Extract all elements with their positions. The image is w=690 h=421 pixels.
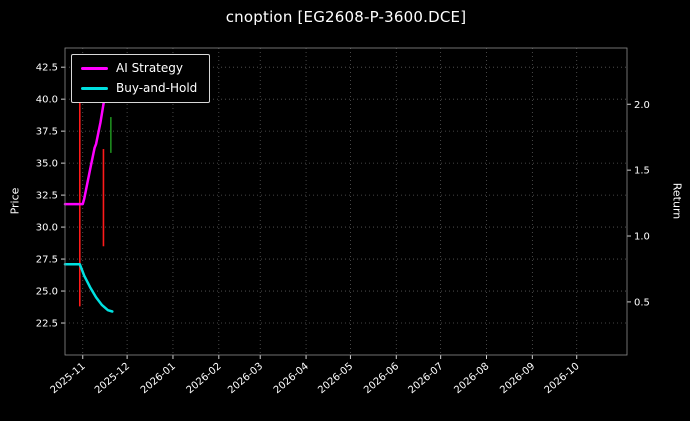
y-right-tick-label: 2.0 — [634, 100, 650, 111]
legend: AI Strategy Buy-and-Hold — [71, 54, 211, 103]
x-tick-label: 2026-01 — [139, 361, 178, 396]
y-left-tick-label: 42.5 — [36, 63, 58, 74]
x-tick-label: 2026-03 — [226, 361, 265, 396]
y-left-tick-label: 27.5 — [36, 255, 58, 266]
x-tick-label: 2026-09 — [498, 361, 537, 396]
legend-label: Buy-and-Hold — [116, 81, 198, 95]
legend-label: AI Strategy — [116, 61, 183, 75]
y-left-tick-label: 25.0 — [36, 287, 58, 298]
legend-item-ai-strategy: AI Strategy — [81, 61, 197, 75]
x-tick-label: 2026-05 — [316, 361, 355, 396]
x-tick-label: 2025-12 — [93, 361, 132, 396]
x-tick-label: 2025-11 — [49, 361, 88, 396]
y-left-tick-label: 37.5 — [36, 127, 58, 138]
series-line-0 — [63, 94, 107, 206]
x-tick-label: 2026-10 — [543, 361, 582, 396]
y-left-tick-label: 35.0 — [36, 159, 58, 170]
legend-item-buy-and-hold: Buy-and-Hold — [81, 81, 197, 95]
y-left-tick-label: 30.0 — [36, 223, 58, 234]
y-left-tick-label: 32.5 — [36, 191, 58, 202]
y-left-tick-label: 22.5 — [36, 319, 58, 330]
y-axis-label-return: Return — [670, 182, 684, 220]
x-tick-label: 2026-07 — [406, 361, 445, 396]
x-tick-label: 2026-04 — [272, 361, 311, 396]
x-tick-label: 2026-02 — [185, 361, 224, 396]
chart-title: cnoption [EG2608-P-3600.DCE] — [225, 8, 467, 26]
x-tick-label: 2026-08 — [452, 361, 491, 396]
y-right-tick-label: 1.0 — [634, 232, 650, 243]
y-left-tick-label: 40.0 — [36, 95, 58, 106]
y-right-tick-label: 1.5 — [634, 166, 650, 177]
plot-frame — [64, 47, 628, 356]
legend-line-icon — [81, 66, 108, 70]
series-line-1 — [63, 262, 114, 313]
x-tick-label: 2026-06 — [362, 361, 401, 396]
y-right-tick-label: 0.5 — [634, 297, 650, 308]
y-axis-label-price: Price — [8, 187, 22, 215]
legend-line-icon — [81, 86, 108, 90]
